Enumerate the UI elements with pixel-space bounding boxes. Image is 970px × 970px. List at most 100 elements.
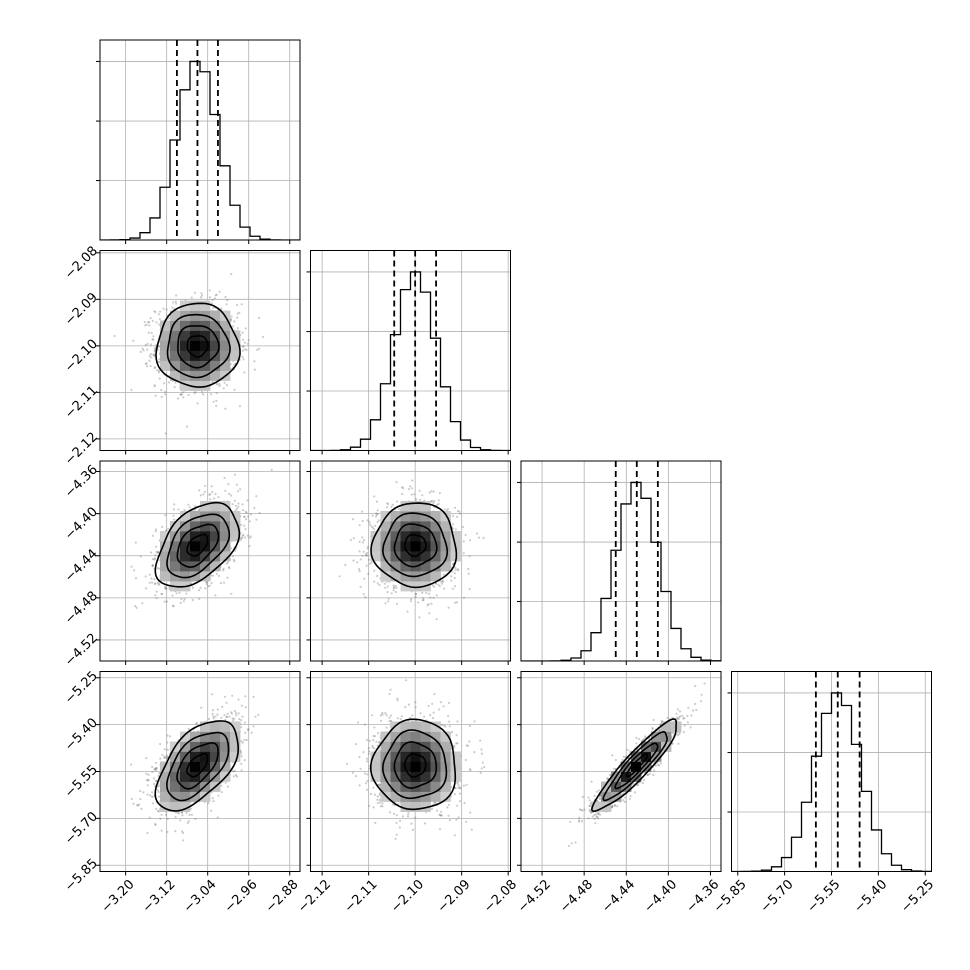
scatter-point: [195, 722, 198, 725]
density-cell: [220, 511, 231, 522]
density-cell: [200, 791, 211, 802]
scatter-point: [431, 717, 435, 720]
scatter-point: [173, 386, 176, 389]
scatter-point: [694, 702, 697, 706]
scatter-point: [613, 803, 617, 807]
scatter-point: [233, 709, 236, 713]
scatter-point: [386, 502, 389, 505]
density-cell: [160, 781, 171, 792]
density-cell: [400, 771, 411, 782]
scatter-point: [569, 820, 572, 823]
density-cell: [370, 751, 381, 762]
scatter-point: [374, 524, 377, 527]
scatter-point: [465, 783, 468, 786]
scatter-point: [376, 795, 379, 798]
scatter-point: [395, 833, 398, 836]
scatter-point: [366, 779, 369, 783]
scatter-point: [179, 819, 182, 822]
density-cell: [180, 731, 191, 742]
scatter-point: [233, 388, 236, 391]
density-cell: [400, 561, 411, 572]
scatter-point: [152, 777, 155, 780]
scatter-point: [372, 734, 375, 738]
density-cell: [390, 561, 401, 572]
scatter-point: [241, 715, 244, 718]
scatter-point: [175, 294, 178, 297]
scatter-point: [220, 784, 223, 787]
scatter-point: [666, 716, 669, 719]
density-cell: [420, 731, 431, 742]
scatter-point: [225, 303, 228, 306]
contour-level-2: [166, 313, 231, 379]
scatter-point: [432, 490, 435, 493]
scatter-point: [361, 541, 364, 544]
scatter-point: [377, 519, 380, 522]
scatter-point: [146, 365, 149, 368]
scatter-point: [410, 822, 413, 825]
scatter-point: [683, 724, 686, 727]
scatter-point: [183, 509, 186, 512]
scatter-point: [367, 572, 370, 576]
scatter-point: [371, 744, 374, 747]
scatter-point: [595, 790, 598, 793]
scatter-point: [132, 339, 135, 342]
scatter-point: [678, 732, 681, 736]
scatter-point: [387, 600, 390, 603]
scatter-point: [158, 582, 161, 585]
scatter-point: [455, 742, 458, 745]
scatter-point: [389, 688, 392, 691]
scatter-point: [230, 494, 233, 497]
density-cell: [390, 751, 401, 762]
scatter-point: [241, 355, 244, 358]
scatter-point: [453, 745, 456, 748]
scatter-point: [243, 515, 246, 519]
scatter-point: [159, 757, 162, 760]
scatter-point: [171, 594, 174, 597]
scatter-point: [597, 812, 600, 816]
scatter-point: [686, 714, 689, 718]
scatter-point: [373, 747, 376, 750]
scatter-point: [421, 599, 424, 602]
scatter-point: [581, 820, 584, 823]
scatter-point: [368, 739, 371, 743]
scatter-point: [215, 572, 218, 575]
scatter-point: [233, 363, 236, 366]
scatter-point: [245, 738, 248, 742]
scatter-point: [240, 719, 243, 722]
density-cell: [210, 511, 221, 522]
scatter-point: [438, 828, 442, 831]
scatter-point: [455, 734, 458, 737]
scatter-point: [581, 795, 584, 799]
density-cell: [380, 561, 391, 572]
histogram-2: [521, 481, 721, 661]
scatter-point: [211, 797, 214, 800]
scatter-point: [469, 811, 472, 814]
scatter-point: [216, 816, 219, 819]
scatter-point: [371, 514, 374, 517]
scatter-point: [249, 535, 252, 538]
scatter-point: [364, 772, 367, 775]
scatter-point: [371, 746, 374, 749]
scatter-point: [240, 755, 243, 758]
scatter-point: [365, 564, 368, 567]
scatter-point: [145, 778, 148, 782]
scatter-point: [224, 295, 227, 299]
scatter-point: [378, 583, 381, 587]
panel-2-2: [517, 460, 722, 665]
scatter-point: [385, 714, 388, 717]
density-cell: [400, 531, 411, 542]
scatter-point: [593, 814, 596, 817]
contour-level-2: [602, 730, 668, 802]
scatter-point: [215, 392, 218, 395]
scatter-point: [130, 388, 133, 392]
scatter-point: [597, 812, 600, 816]
scatter-point: [659, 723, 662, 726]
density-cell: [380, 551, 391, 562]
scatter-point: [213, 497, 216, 500]
scatter-point: [199, 296, 202, 299]
x-tick-label: −3.04: [181, 877, 220, 916]
density-cell: [220, 340, 231, 351]
contour-level-0: [186, 335, 209, 358]
density-cell: [180, 791, 191, 802]
scatter-point: [359, 767, 362, 771]
